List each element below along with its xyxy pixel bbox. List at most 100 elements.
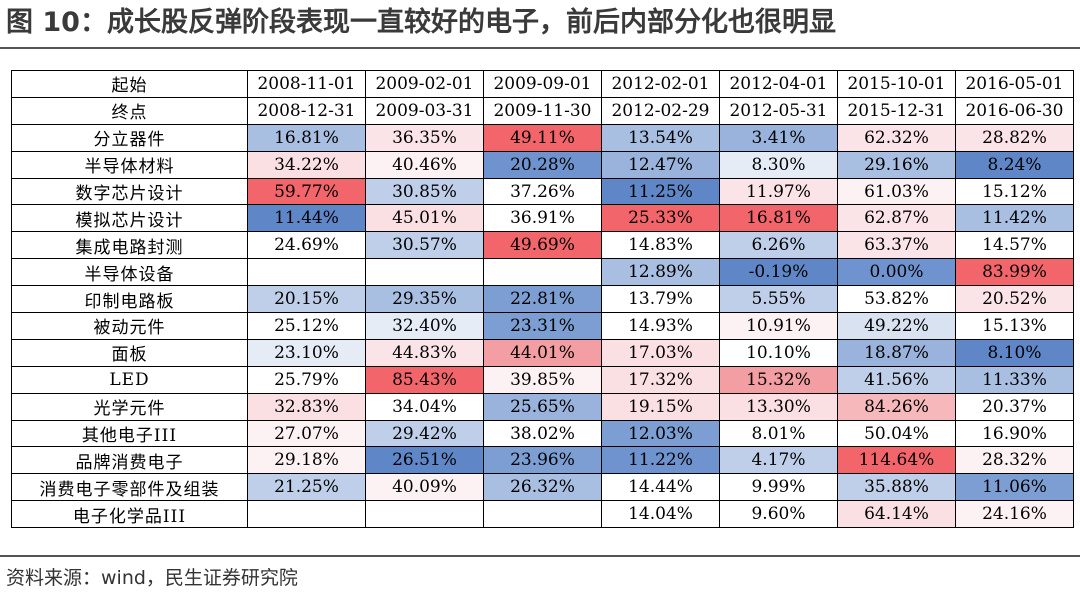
table-row: 被动元件 25.12% 32.40% 23.31% 14.93% 10.91% 49.22%…: [11, 312, 1074, 340]
return-cell: 8.24%: [955, 150, 1074, 179]
return-cell: 39.85%: [483, 365, 602, 394]
return-cell: [247, 500, 366, 529]
return-cell: 40.09%: [365, 473, 484, 502]
return-cell: 12.89%: [601, 258, 720, 287]
return-cell: -0.19%: [719, 258, 838, 287]
return-cell: 8.10%: [955, 338, 1074, 367]
table-row: 其他电子III 27.07% 29.42% 38.02% 12.03% 8.01% 50.0…: [11, 419, 1074, 448]
industry-label: 印制电路板: [11, 285, 248, 314]
return-cell: 20.52%: [955, 285, 1074, 314]
return-cell: 114.64%: [837, 446, 956, 475]
return-cell: 16.81%: [719, 204, 838, 233]
return-cell: 13.79%: [601, 285, 720, 314]
start-date-cell: 2015-10-01: [837, 70, 956, 98]
return-cell: 49.22%: [837, 312, 956, 340]
end-date-cell: 2008-12-31: [247, 96, 366, 125]
table-row: 数字芯片设计 59.77% 30.85% 37.26% 11.25% 11.97% 61.0…: [11, 177, 1074, 206]
industry-label: 电子化学品III: [11, 500, 248, 529]
return-cell: 3.41%: [719, 123, 838, 152]
return-cell: 26.32%: [483, 473, 602, 502]
return-cell: 29.16%: [837, 150, 956, 179]
return-cell: 35.88%: [837, 473, 956, 502]
return-cell: 11.22%: [601, 446, 720, 475]
return-cell: 11.97%: [719, 177, 838, 206]
return-cell: 29.18%: [247, 446, 366, 475]
return-cell: 62.32%: [837, 123, 956, 152]
return-cell: 11.06%: [955, 473, 1074, 502]
return-cell: 11.33%: [955, 365, 1074, 394]
return-cell: 36.35%: [365, 123, 484, 152]
return-cell: 49.11%: [483, 123, 602, 152]
return-cell: 37.26%: [483, 177, 602, 206]
return-cell: 27.07%: [247, 419, 366, 448]
return-cell: 20.28%: [483, 150, 602, 179]
return-cell: 44.83%: [365, 338, 484, 367]
return-cell: 25.33%: [601, 204, 720, 233]
return-cell: 85.43%: [365, 365, 484, 394]
return-cell: 13.54%: [601, 123, 720, 152]
industry-label: 数字芯片设计: [11, 177, 248, 206]
row-header-end: 终点: [11, 96, 248, 125]
return-cell: [365, 258, 484, 287]
return-cell: 53.82%: [837, 285, 956, 314]
return-cell: 15.13%: [955, 312, 1074, 340]
return-cell: 16.90%: [955, 419, 1074, 448]
industry-label: 面板: [11, 338, 248, 367]
table-row: 半导体设备 12.89% -0.19% 0.00% 83.99%: [11, 258, 1074, 287]
return-cell: 9.60%: [719, 500, 838, 529]
industry-label: 光学元件: [11, 392, 248, 421]
return-cell: 25.79%: [247, 365, 366, 394]
return-cell: 83.99%: [955, 258, 1074, 287]
return-cell: 11.42%: [955, 204, 1074, 233]
return-cell: 10.10%: [719, 338, 838, 367]
table-row: 分立器件 16.81% 36.35% 49.11% 13.54% 3.41% 62.32% 2…: [11, 123, 1074, 152]
return-cell: 45.01%: [365, 204, 484, 233]
return-cell: 32.83%: [247, 392, 366, 421]
return-cell: 6.26%: [719, 231, 838, 260]
industry-label: 其他电子III: [11, 419, 248, 448]
return-cell: 8.30%: [719, 150, 838, 179]
table-row: LED 25.79% 85.43% 39.85% 17.32% 15.32% 41.56% 1…: [11, 365, 1074, 394]
return-cell: [483, 258, 602, 287]
industry-label: 半导体设备: [11, 258, 248, 287]
table-row: 模拟芯片设计 11.44% 45.01% 36.91% 25.33% 16.81% 62.8…: [11, 204, 1074, 233]
industry-label: 消费电子零部件及组装: [11, 473, 248, 502]
return-cell: 41.56%: [837, 365, 956, 394]
return-cell: 36.91%: [483, 204, 602, 233]
return-cell: 14.57%: [955, 231, 1074, 260]
return-cell: 59.77%: [247, 177, 366, 206]
return-cell: 17.03%: [601, 338, 720, 367]
return-cell: [365, 500, 484, 529]
return-cell: 29.42%: [365, 419, 484, 448]
table-row: 面板 23.10% 44.83% 44.01% 17.03% 10.10% 18.87% 8.…: [11, 338, 1074, 367]
returns-table: 起始 2008-11-01 2009-02-01 2009-09-01 2012…: [11, 70, 1074, 529]
start-date-cell: 2016-05-01: [955, 70, 1074, 98]
industry-label: 模拟芯片设计: [11, 204, 248, 233]
return-cell: 61.03%: [837, 177, 956, 206]
top-rule: [0, 47, 1080, 49]
return-cell: 22.81%: [483, 285, 602, 314]
end-date-cell: 2012-02-29: [601, 96, 720, 125]
return-cell: 23.31%: [483, 312, 602, 340]
return-cell: 12.03%: [601, 419, 720, 448]
return-cell: 23.96%: [483, 446, 602, 475]
return-cell: 19.15%: [601, 392, 720, 421]
return-cell: 50.04%: [837, 419, 956, 448]
table-row: 集成电路封测 24.69% 30.57% 49.69% 14.83% 6.26% 63.37…: [11, 231, 1074, 260]
end-date-cell: 2009-03-31: [365, 96, 484, 125]
start-date-cell: 2012-04-01: [719, 70, 838, 98]
return-cell: 20.15%: [247, 285, 366, 314]
industry-label: 分立器件: [11, 123, 248, 152]
return-cell: 10.91%: [719, 312, 838, 340]
return-cell: 28.82%: [955, 123, 1074, 152]
table-row: 电子化学品III 14.04% 9.60% 64.14% 24.16%: [11, 500, 1074, 529]
return-cell: 8.01%: [719, 419, 838, 448]
start-date-cell: 2009-09-01: [483, 70, 602, 98]
return-cell: 24.16%: [955, 500, 1074, 529]
return-cell: 25.65%: [483, 392, 602, 421]
bottom-rule: [0, 555, 1080, 557]
end-date-cell: 2015-12-31: [837, 96, 956, 125]
return-cell: 15.12%: [955, 177, 1074, 206]
end-date-cell: 2016-06-30: [955, 96, 1074, 125]
return-cell: 5.55%: [719, 285, 838, 314]
